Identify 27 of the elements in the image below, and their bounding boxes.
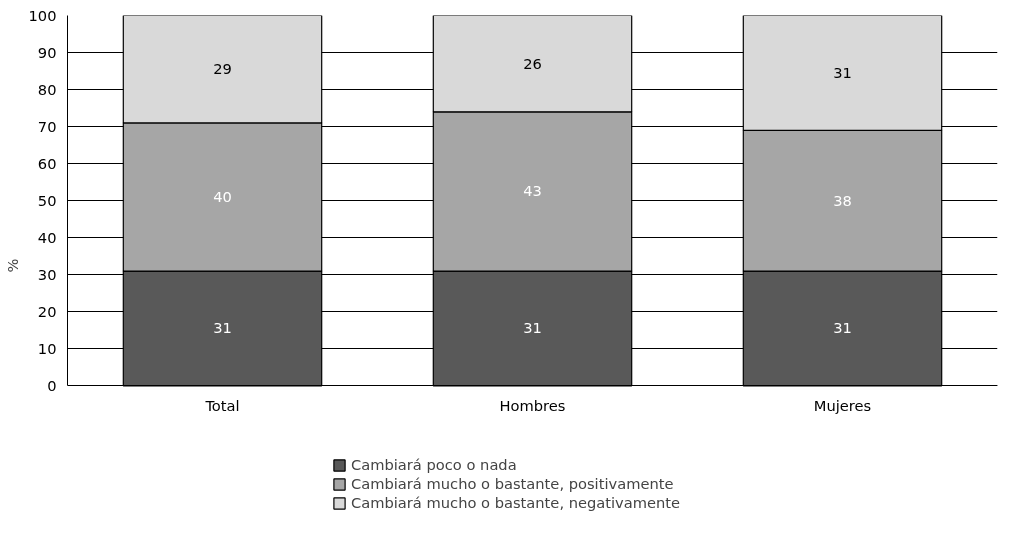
y-tick-label: 40 <box>37 228 57 246</box>
data-label: 31 <box>523 319 542 337</box>
data-label: 43 <box>523 182 542 200</box>
legend-label: Cambiará mucho o bastante, positivamente <box>351 475 674 492</box>
y-tick-label: 80 <box>37 80 57 98</box>
data-label: 26 <box>523 54 542 72</box>
y-tick-label: 20 <box>37 302 57 320</box>
y-tick-label: 0 <box>47 376 57 394</box>
data-label: 31 <box>833 63 852 81</box>
legend-label: Cambiará mucho o bastante, negativamente <box>351 494 681 511</box>
x-tick-label: Hombres <box>499 396 566 414</box>
data-label: 31 <box>833 319 852 337</box>
y-tick-label: 30 <box>37 265 57 283</box>
x-tick-label: Total <box>204 396 240 414</box>
data-label: 40 <box>213 187 232 205</box>
y-tick-label: 90 <box>37 43 57 61</box>
data-label: 29 <box>213 60 232 78</box>
y-axis-title: % <box>3 258 21 273</box>
data-label: 38 <box>833 191 852 209</box>
y-tick-label: 10 <box>37 339 57 357</box>
y-tick-label: 60 <box>37 154 57 172</box>
data-label: 31 <box>213 319 232 337</box>
y-tick-label: 100 <box>28 6 57 24</box>
legend-label: Cambiará poco o nada <box>351 456 517 473</box>
x-tick-label: Mujeres <box>813 396 872 414</box>
y-tick-label: 70 <box>37 117 57 135</box>
y-tick-label: 50 <box>37 191 57 209</box>
